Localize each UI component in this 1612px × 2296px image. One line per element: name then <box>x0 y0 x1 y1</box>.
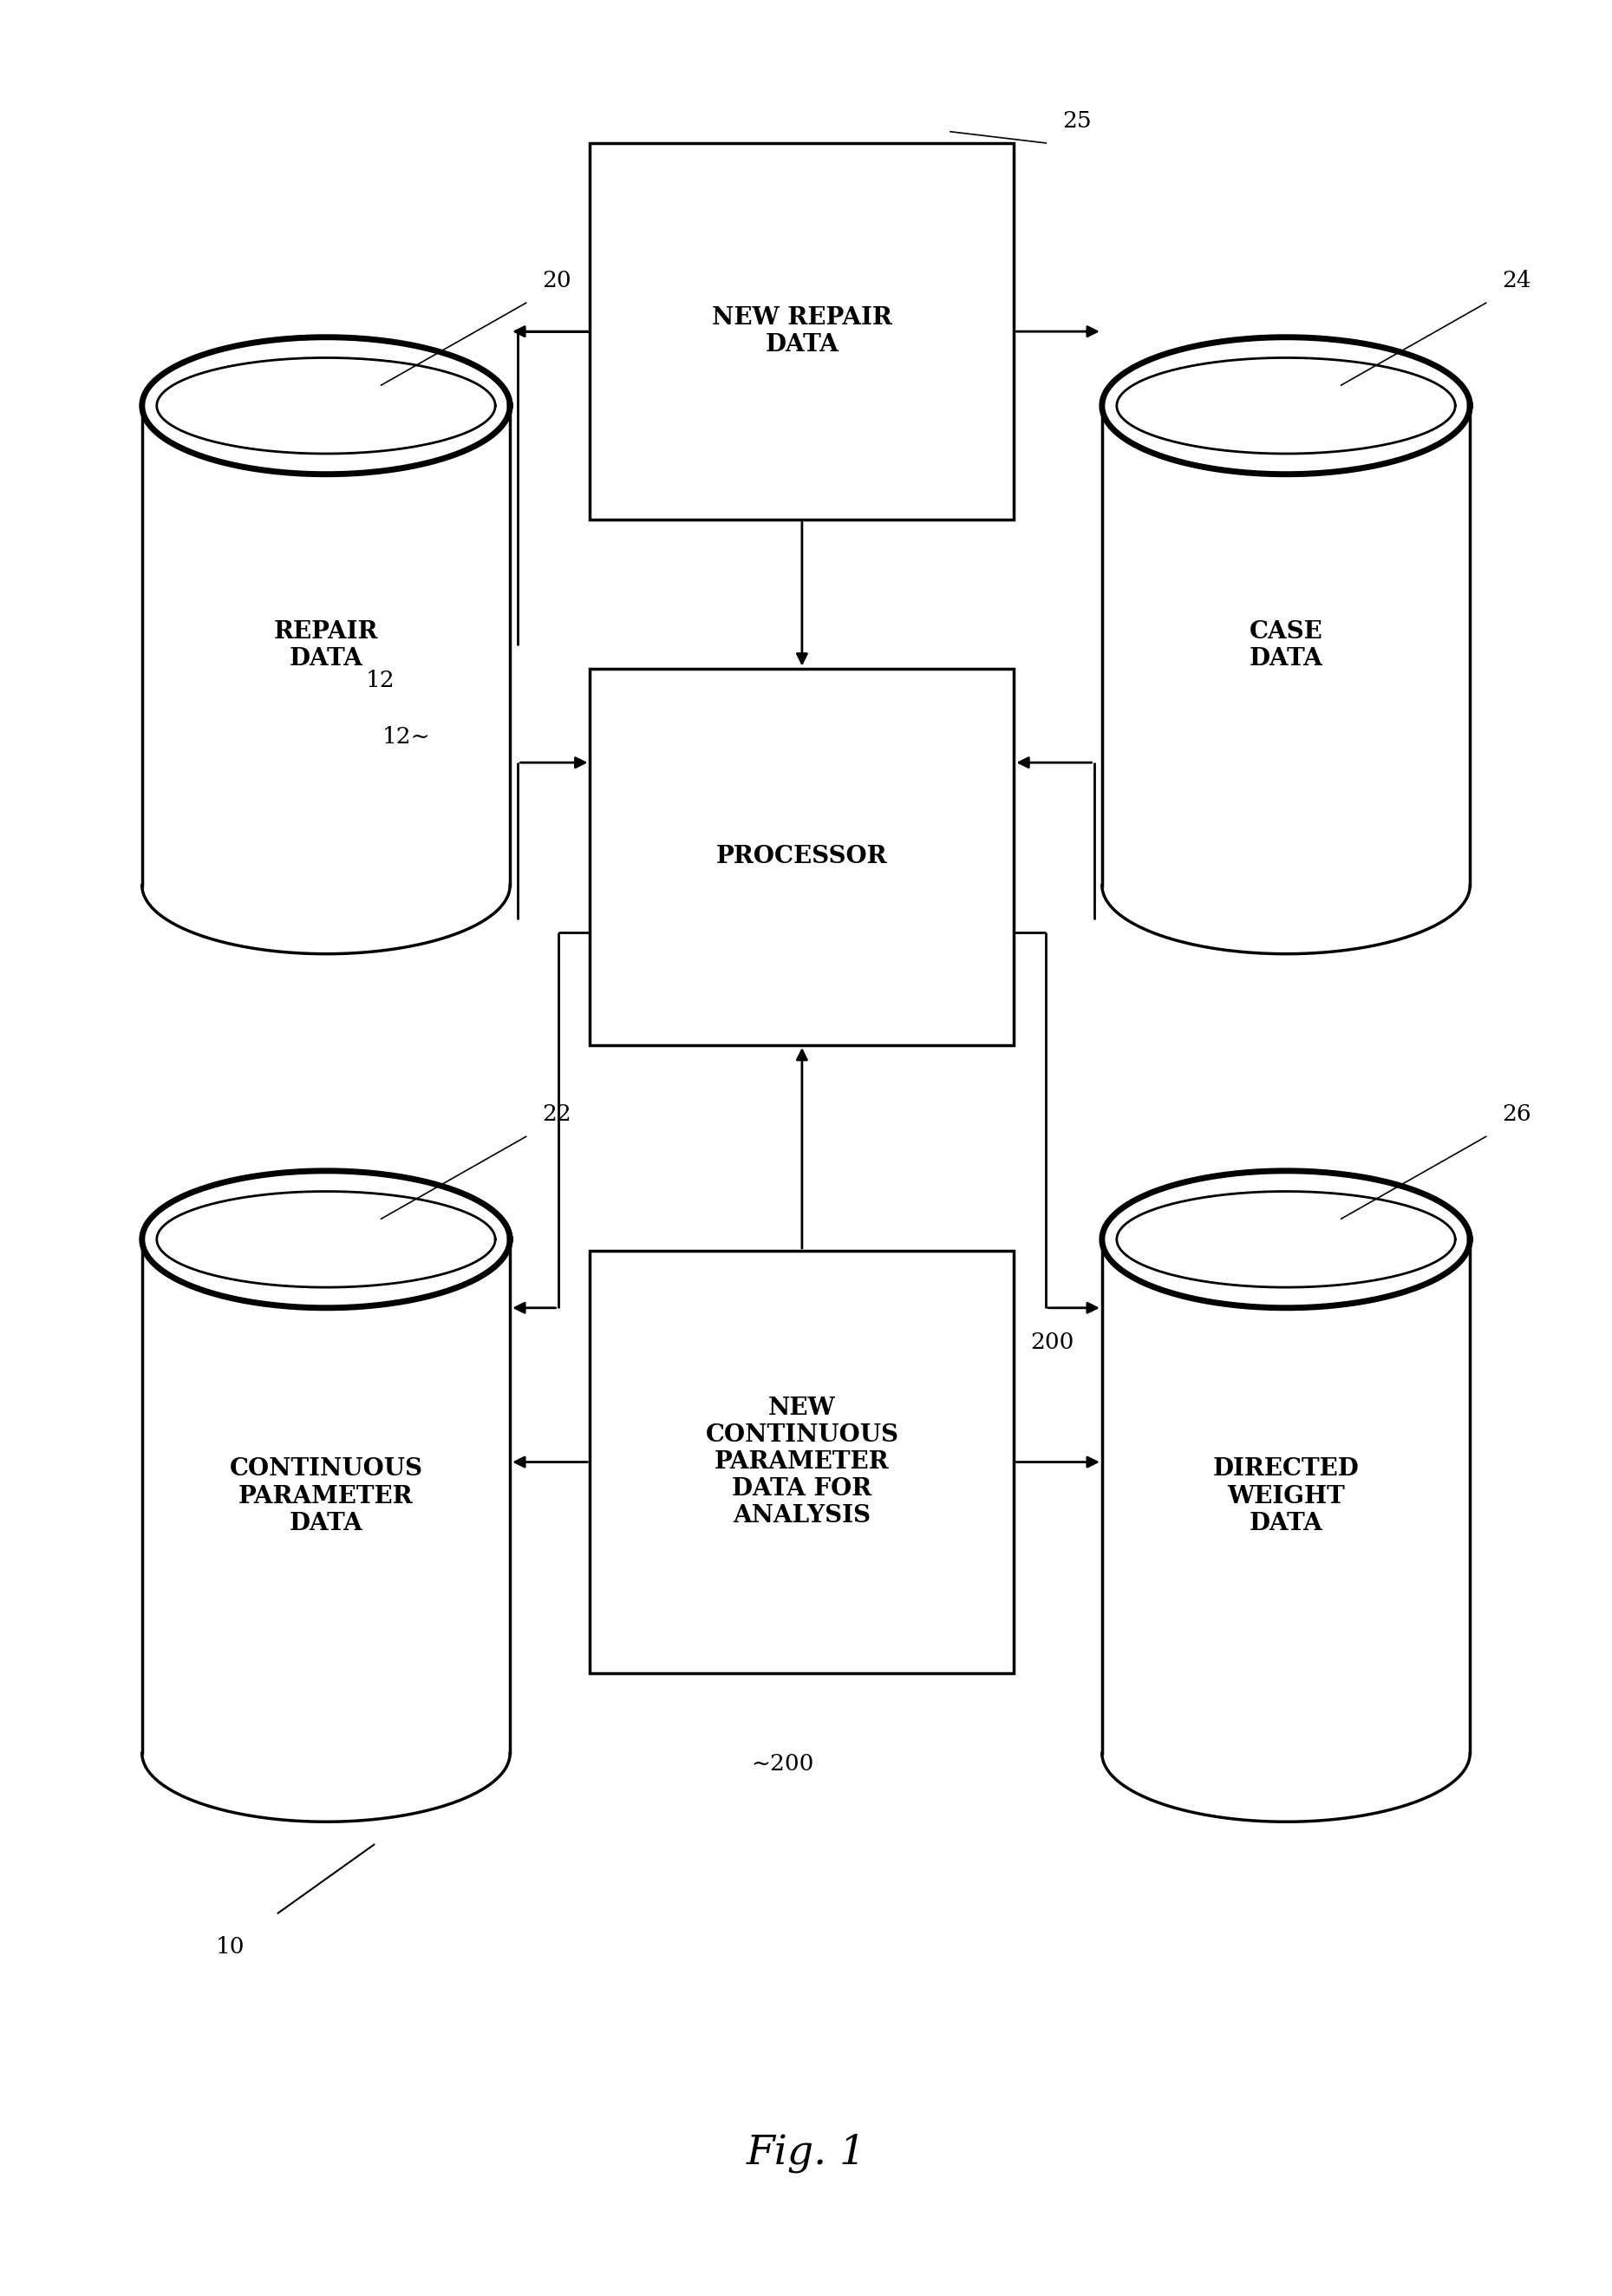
Bar <box>590 668 1014 1045</box>
Polygon shape <box>142 338 509 475</box>
Text: 25: 25 <box>1062 110 1091 131</box>
Polygon shape <box>142 1171 509 1309</box>
Polygon shape <box>142 406 509 886</box>
Polygon shape <box>1103 406 1470 886</box>
Polygon shape <box>1103 338 1470 475</box>
Polygon shape <box>142 1754 509 1821</box>
Text: DIRECTED
WEIGHT
DATA: DIRECTED WEIGHT DATA <box>1212 1458 1359 1536</box>
Text: ~200: ~200 <box>751 1754 814 1775</box>
Polygon shape <box>142 1240 509 1754</box>
Text: 200: 200 <box>1030 1332 1074 1355</box>
Text: Fig. 1: Fig. 1 <box>746 2133 866 2172</box>
Text: 10: 10 <box>216 1936 245 1958</box>
Text: 24: 24 <box>1502 271 1531 292</box>
Polygon shape <box>1103 886 1470 953</box>
Text: CASE
DATA: CASE DATA <box>1249 620 1323 670</box>
Polygon shape <box>1103 1754 1470 1821</box>
Polygon shape <box>1103 1171 1470 1309</box>
Text: PROCESSOR: PROCESSOR <box>716 845 888 868</box>
Text: NEW
CONTINUOUS
PARAMETER
DATA FOR
ANALYSIS: NEW CONTINUOUS PARAMETER DATA FOR ANALYS… <box>706 1396 898 1527</box>
Bar <box>590 1251 1014 1674</box>
Text: 12: 12 <box>366 670 395 691</box>
Text: CONTINUOUS
PARAMETER
DATA: CONTINUOUS PARAMETER DATA <box>229 1458 422 1536</box>
Text: NEW REPAIR
DATA: NEW REPAIR DATA <box>713 305 891 356</box>
Text: 26: 26 <box>1502 1104 1531 1125</box>
Text: 20: 20 <box>542 271 571 292</box>
Text: REPAIR
DATA: REPAIR DATA <box>274 620 379 670</box>
Bar <box>590 142 1014 519</box>
Polygon shape <box>142 886 509 953</box>
Polygon shape <box>1103 1240 1470 1754</box>
Text: 12~: 12~ <box>382 726 430 748</box>
Text: 22: 22 <box>542 1104 571 1125</box>
